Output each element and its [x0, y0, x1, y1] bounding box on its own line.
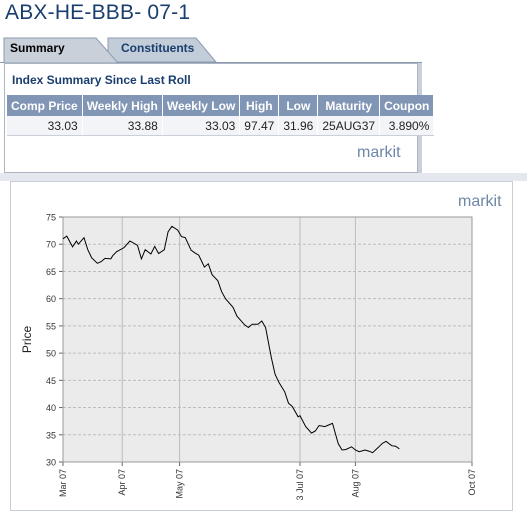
y-tick-label: 35 [46, 430, 56, 440]
page-title: ABX-HE-BBB- 07-1 [5, 1, 191, 24]
y-tick-label: 65 [46, 267, 56, 277]
x-tick-label: 3 Jul 07 [295, 469, 305, 501]
col-weekly-low: Weekly Low [162, 95, 241, 116]
tab-bar: Summary Constituents [0, 37, 527, 63]
col-low: Low [278, 95, 319, 116]
x-tick-label: Oct 07 [467, 469, 477, 496]
markit-logo: markit [357, 144, 401, 162]
cell-maturity: 25AUG37 [317, 116, 381, 136]
y-tick-label: 70 [46, 240, 56, 250]
cell-high: 97.47 [239, 116, 280, 136]
tab-shapes [0, 37, 422, 63]
chart-markit-logo: markit [458, 193, 502, 211]
price-series-line [62, 225, 400, 454]
y-tick-label: 30 [46, 458, 56, 468]
y-axis-label: Price [20, 326, 34, 354]
y-tick-label: 75 [46, 213, 56, 223]
col-maturity: Maturity [317, 95, 381, 116]
price-chart: 30 35 40 45 50 55 60 65 70 75 Mar 07 Apr 07 May 07 3 … [20, 213, 477, 501]
summary-header-row: Comp Price Weekly High Weekly Low High L… [7, 95, 435, 116]
x-tick-label: Apr 07 [117, 469, 127, 496]
col-high: High [239, 95, 280, 116]
tab-constituents[interactable]: Constituents [121, 41, 195, 55]
tab-summary[interactable]: Summary [10, 41, 65, 55]
cell-low: 31.96 [278, 116, 319, 136]
x-tick-label: Mar 07 [58, 469, 68, 497]
cell-coupon: 3.890% [379, 116, 435, 136]
cell-weekly-high: 33.88 [82, 116, 163, 136]
col-coupon: Coupon [379, 95, 435, 116]
chart-markit-logo-text: markit [458, 193, 502, 210]
x-tick-label: May 07 [175, 469, 185, 499]
y-tick-label: 55 [46, 321, 56, 331]
cell-weekly-low: 33.03 [162, 116, 241, 136]
cell-comp-price: 33.03 [7, 116, 83, 136]
y-tick-label: 60 [46, 294, 56, 304]
summary-heading: Index Summary Since Last Roll [12, 73, 191, 87]
y-tick-label: 50 [46, 349, 56, 359]
col-comp-price: Comp Price [7, 95, 83, 116]
price-chart-panel: markit 30 35 40 45 50 55 60 65 70 75 Mar 07 Apr 07 M… [10, 181, 513, 511]
markit-logo-text: markit [357, 144, 401, 161]
summary-table: Comp Price Weekly High Weekly Low High L… [7, 95, 435, 136]
panel-separator [0, 173, 527, 181]
y-tick-label: 45 [46, 376, 56, 386]
tab-shape-summary [3, 37, 119, 63]
y-tick-label: 40 [46, 403, 56, 413]
x-tick-label: Aug 07 [350, 469, 360, 498]
plot-border [62, 216, 473, 463]
index-summary-panel: Index Summary Since Last Roll Comp Price… [4, 63, 435, 173]
table-row: 33.03 33.88 33.03 97.47 31.96 25AUG37 3.… [7, 116, 435, 136]
col-weekly-high: Weekly High [82, 95, 163, 116]
